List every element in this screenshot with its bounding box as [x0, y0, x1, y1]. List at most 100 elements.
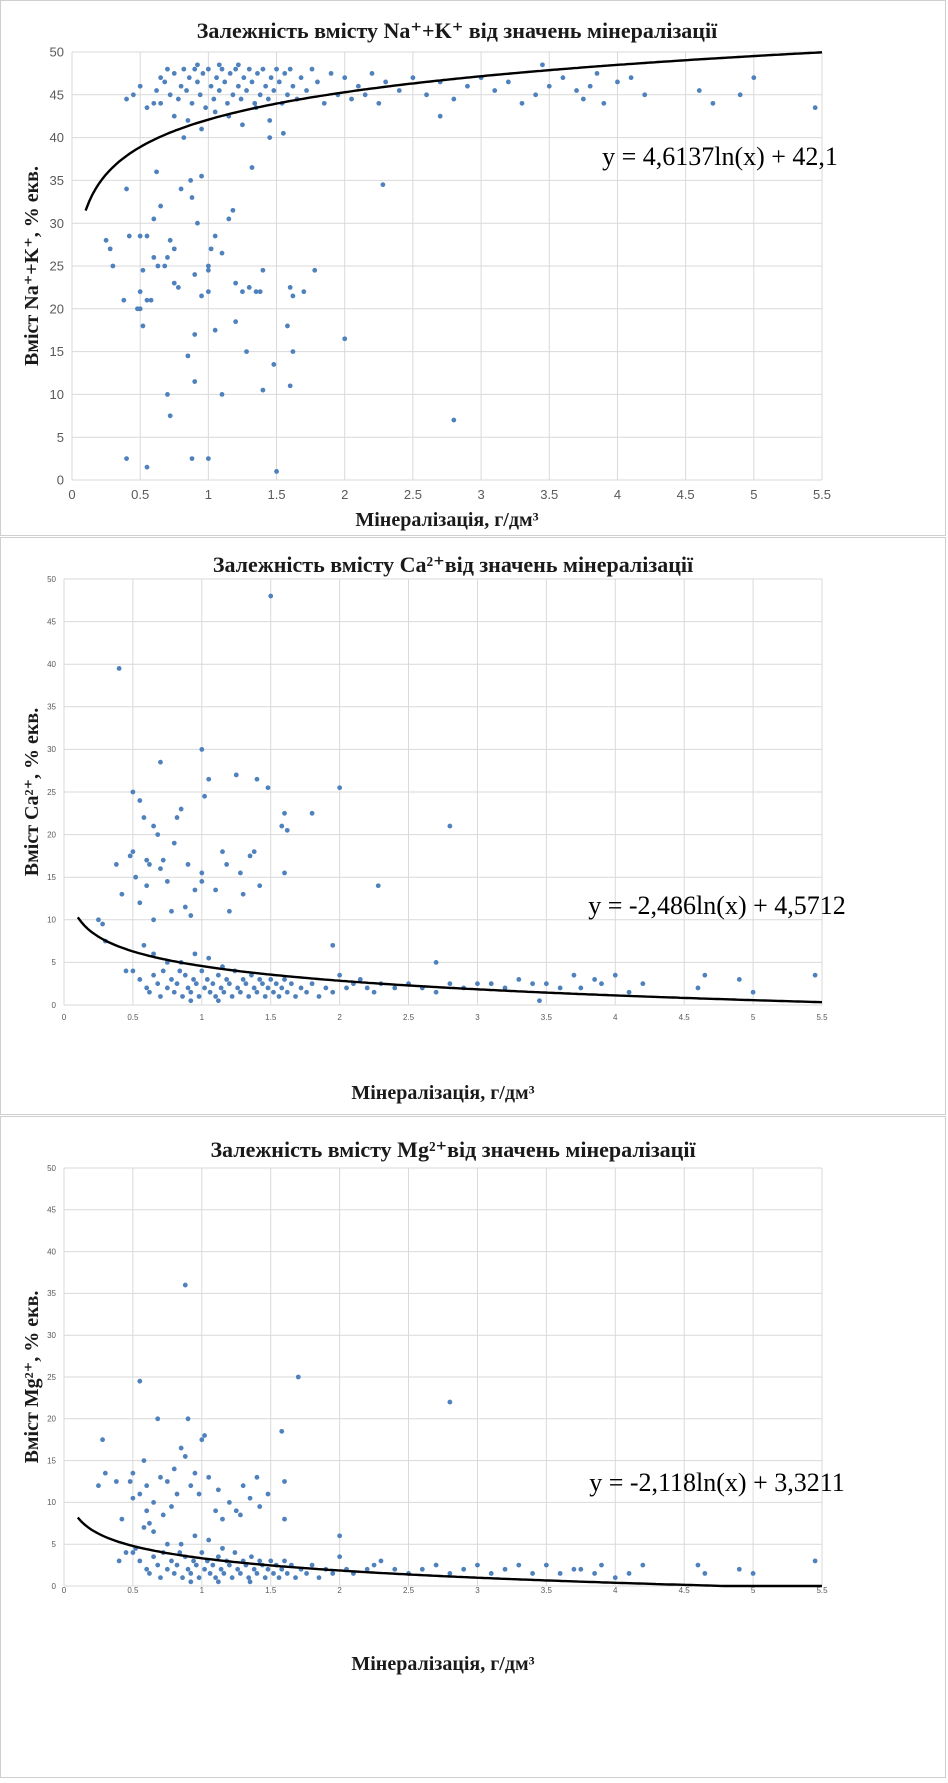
y-axis-title: Вміст Mg²⁺, % екв.: [21, 1291, 43, 1464]
data-point: [123, 968, 129, 974]
data-point: [124, 96, 129, 102]
data-point: [158, 1474, 163, 1480]
data-point: [213, 1575, 219, 1581]
data-point: [640, 981, 646, 987]
data-point: [475, 1562, 480, 1568]
data-point: [130, 1495, 136, 1501]
data-point: [279, 1566, 285, 1572]
data-point: [103, 237, 109, 243]
data-point: [241, 75, 247, 81]
data-point: [337, 972, 343, 978]
y-tick-label: 5: [57, 430, 64, 445]
data-point: [461, 1566, 467, 1572]
data-point: [162, 263, 168, 269]
data-point: [557, 985, 563, 991]
data-point: [158, 203, 164, 209]
data-point: [252, 100, 258, 106]
data-point: [227, 71, 233, 76]
data-point: [304, 989, 309, 995]
data-point: [287, 285, 293, 290]
data-point: [465, 83, 470, 89]
data-point: [233, 1508, 239, 1514]
data-point: [218, 1566, 224, 1572]
data-point: [233, 280, 239, 286]
data-point: [268, 1558, 274, 1564]
data-point: [196, 1575, 202, 1581]
y-tick-label: 0: [52, 1582, 57, 1591]
data-point: [175, 96, 181, 102]
chart-title: Залежність вмісту Ca²⁺від значень мінера…: [213, 552, 694, 577]
data-point: [154, 88, 159, 93]
data-point: [181, 135, 187, 141]
data-point: [206, 955, 212, 961]
data-point: [274, 469, 279, 474]
data-point: [260, 66, 266, 72]
data-point: [257, 883, 263, 889]
data-point: [599, 981, 604, 987]
data-point: [268, 977, 274, 982]
y-axis-title: Вміст Ca²⁺, % екв.: [21, 708, 43, 876]
data-point: [205, 267, 211, 273]
data-point: [543, 1562, 549, 1568]
data-point: [710, 100, 716, 106]
x-tick-label: 2: [337, 1586, 342, 1595]
data-point: [199, 968, 205, 974]
data-point: [144, 1483, 150, 1489]
data-point: [342, 75, 348, 81]
y-tick-label: 35: [47, 703, 56, 712]
x-tick-label: 1: [205, 487, 212, 502]
x-tick-label: 5.5: [813, 487, 831, 502]
data-point: [330, 942, 336, 948]
data-point: [736, 1566, 742, 1572]
data-point: [246, 994, 252, 999]
data-point: [151, 823, 156, 829]
data-point: [164, 985, 170, 991]
data-point: [147, 1520, 152, 1526]
data-point: [246, 1575, 252, 1581]
data-point: [171, 989, 177, 995]
data-point: [151, 255, 157, 260]
data-point: [214, 75, 219, 81]
data-point: [130, 849, 136, 855]
x-tick-label: 0.5: [131, 487, 149, 502]
data-point: [137, 83, 143, 89]
data-point: [147, 862, 152, 867]
data-point: [216, 62, 222, 68]
data-point: [268, 75, 274, 81]
data-point: [279, 985, 285, 991]
data-point: [280, 130, 286, 136]
data-point: [736, 977, 742, 982]
data-point: [226, 981, 232, 987]
data-point: [204, 977, 210, 982]
data-point: [178, 83, 184, 89]
data-point: [290, 293, 296, 299]
data-point: [337, 785, 343, 791]
data-point: [287, 383, 293, 389]
data-point: [271, 88, 277, 93]
data-point: [316, 994, 322, 999]
data-point: [543, 981, 549, 987]
trendline: [76, 1516, 822, 1588]
data-point: [113, 1479, 119, 1484]
data-point: [181, 66, 187, 72]
data-point: [371, 989, 377, 995]
data-points: [96, 593, 818, 1004]
data-point: [206, 1537, 212, 1543]
data-point: [203, 105, 209, 111]
data-point: [433, 960, 439, 965]
data-point: [202, 985, 207, 991]
data-point: [144, 1508, 150, 1514]
x-axis-title: Мінералізація, г/дм³: [355, 509, 538, 531]
data-point: [447, 981, 453, 987]
x-tick-label: 2.5: [404, 487, 422, 502]
data-point: [594, 71, 600, 76]
y-tick-label: 5: [52, 1540, 57, 1549]
data-point: [235, 62, 241, 68]
data-point: [212, 109, 218, 115]
data-point: [215, 972, 221, 978]
data-point: [192, 887, 198, 893]
data-point: [273, 981, 279, 987]
y-tick-label: 45: [47, 617, 56, 626]
data-point: [289, 981, 294, 987]
data-point: [274, 66, 279, 72]
